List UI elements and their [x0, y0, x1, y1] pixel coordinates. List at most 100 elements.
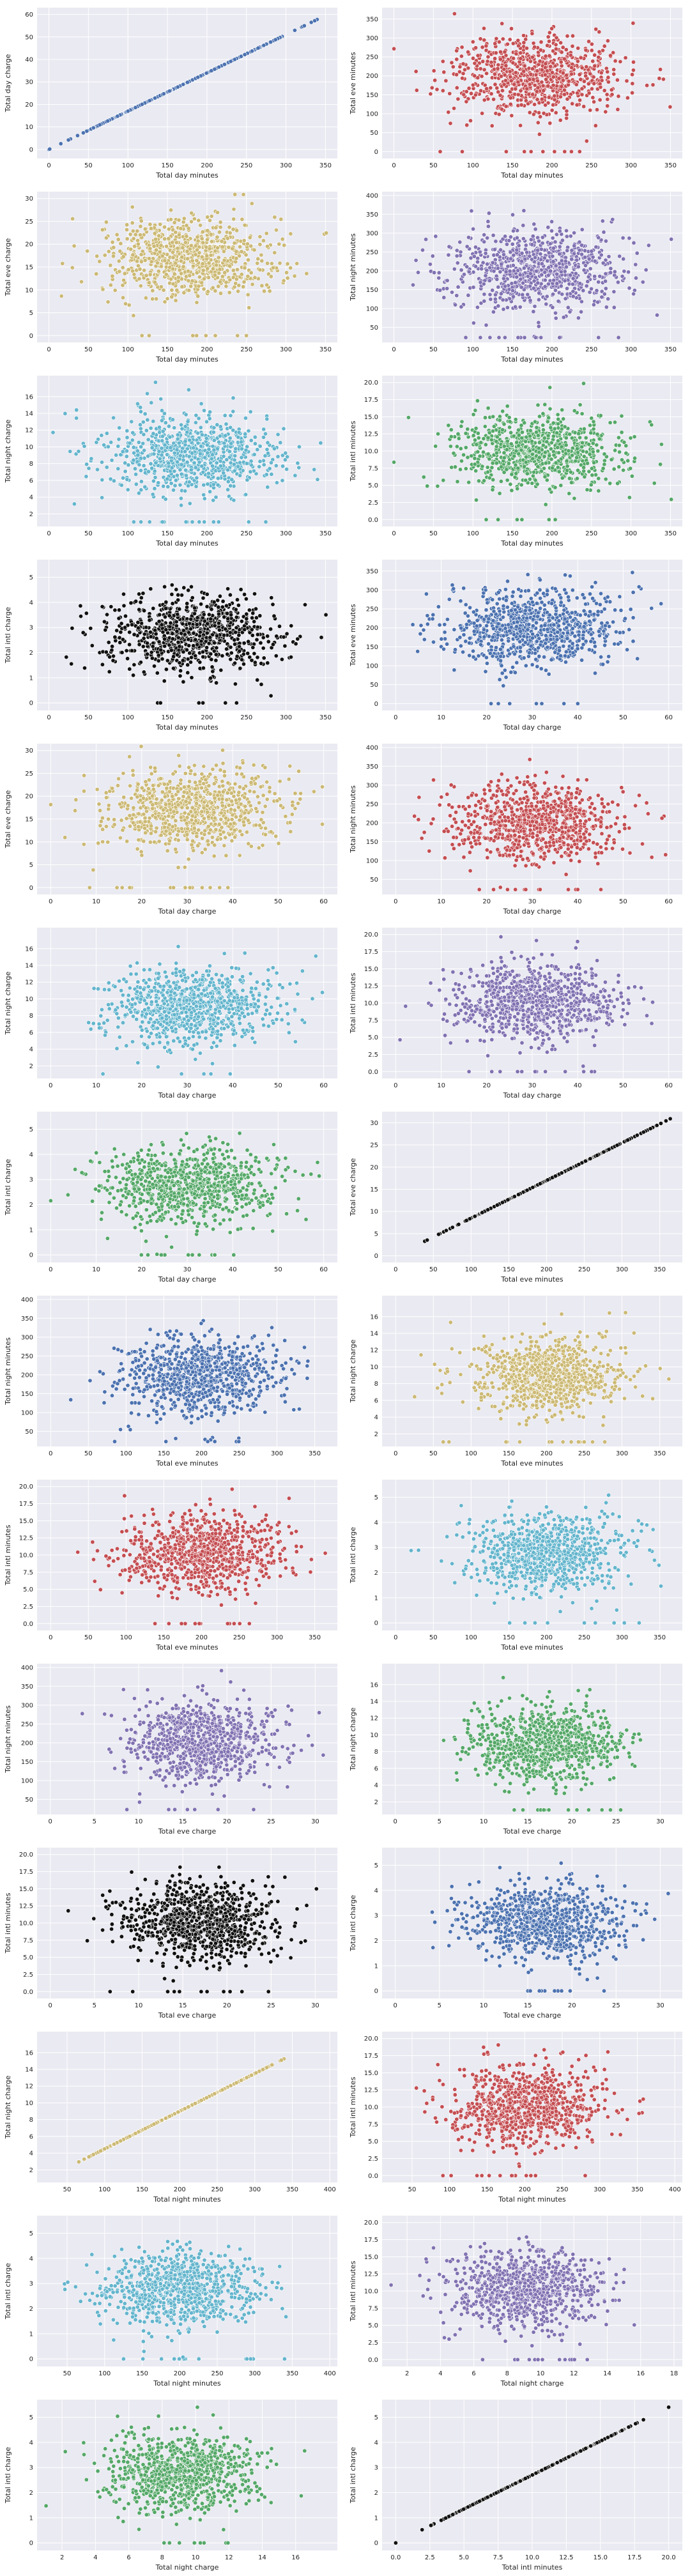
data-point	[265, 440, 270, 445]
data-point	[236, 283, 241, 288]
data-point	[236, 434, 241, 440]
data-point	[296, 465, 302, 470]
data-point	[239, 249, 244, 254]
data-point	[123, 461, 128, 466]
data-point	[302, 23, 307, 28]
data-point	[516, 268, 521, 273]
data-point	[232, 457, 237, 463]
data-point	[85, 249, 90, 254]
data-point	[228, 413, 233, 418]
x-tick-label: 300	[280, 530, 292, 537]
data-point	[505, 478, 510, 483]
data-point	[533, 255, 538, 260]
data-point	[535, 85, 540, 90]
data-point	[133, 105, 138, 110]
data-point	[562, 149, 567, 154]
data-point	[215, 245, 220, 250]
data-point	[505, 42, 510, 47]
data-point	[446, 423, 451, 428]
data-point	[489, 91, 494, 96]
data-point	[193, 252, 198, 257]
data-point	[520, 292, 525, 297]
y-tick-label: 6	[29, 477, 33, 484]
data-point	[171, 266, 176, 272]
data-point	[227, 263, 232, 268]
data-point	[616, 94, 621, 99]
data-point	[149, 259, 154, 264]
data-point	[587, 423, 592, 428]
data-point	[283, 450, 288, 456]
data-point	[539, 272, 544, 277]
data-point	[498, 93, 503, 98]
data-point	[175, 246, 180, 251]
data-point	[211, 430, 216, 435]
data-point	[620, 274, 625, 279]
data-point	[280, 478, 285, 483]
data-point	[231, 268, 236, 273]
data-point	[493, 296, 498, 302]
data-point	[539, 67, 544, 72]
data-point	[219, 239, 224, 244]
data-point	[278, 440, 283, 445]
data-point	[509, 78, 514, 83]
data-point	[454, 293, 459, 298]
data-point	[516, 38, 521, 43]
data-point	[132, 272, 137, 277]
data-point	[588, 266, 593, 272]
data-point	[424, 237, 429, 242]
scatter-plot-1: 0 50 100 150 200 250 300 3500102030405060Total …	[4, 8, 337, 180]
data-point	[570, 282, 575, 287]
data-point	[169, 277, 174, 282]
data-point	[102, 253, 107, 258]
data-point	[243, 415, 248, 420]
data-point	[505, 264, 510, 269]
data-point	[257, 267, 263, 272]
data-point	[165, 477, 170, 482]
data-point	[236, 289, 241, 294]
data-point	[244, 333, 249, 338]
data-point	[661, 77, 666, 82]
data-point	[181, 264, 186, 269]
data-point	[218, 291, 223, 296]
data-point	[189, 219, 194, 224]
data-point	[245, 241, 250, 247]
data-point	[515, 486, 520, 491]
data-point	[200, 261, 205, 266]
data-point	[521, 69, 526, 74]
data-point	[480, 45, 485, 50]
data-point	[271, 265, 276, 270]
data-point	[135, 452, 141, 457]
data-point	[146, 469, 151, 474]
data-point	[174, 288, 180, 293]
data-point	[142, 484, 148, 489]
data-point	[94, 440, 99, 445]
y-tick-label: 20	[25, 102, 33, 109]
data-point	[282, 457, 288, 463]
data-point	[492, 72, 497, 77]
data-point	[162, 300, 167, 305]
data-point	[551, 420, 556, 425]
data-point	[187, 273, 192, 278]
data-point	[252, 275, 257, 280]
x-axis-label: Total day minutes	[500, 355, 564, 364]
data-point	[227, 277, 233, 282]
x-tick-label: 150	[162, 530, 174, 537]
data-point	[197, 275, 202, 280]
data-point	[539, 80, 544, 85]
data-point	[428, 91, 433, 96]
data-point	[564, 47, 569, 52]
data-point	[508, 74, 513, 79]
y-axis-label: Total night charge	[4, 419, 12, 483]
data-point	[589, 86, 594, 91]
x-tick-label: 150	[162, 162, 174, 169]
data-point	[215, 476, 220, 481]
data-point	[240, 217, 245, 222]
data-point	[243, 448, 249, 453]
data-point	[116, 259, 121, 264]
data-point	[579, 411, 585, 417]
data-point	[153, 475, 158, 480]
data-point	[436, 270, 441, 275]
data-point	[549, 228, 554, 233]
data-point	[595, 300, 601, 305]
data-point	[581, 426, 586, 431]
